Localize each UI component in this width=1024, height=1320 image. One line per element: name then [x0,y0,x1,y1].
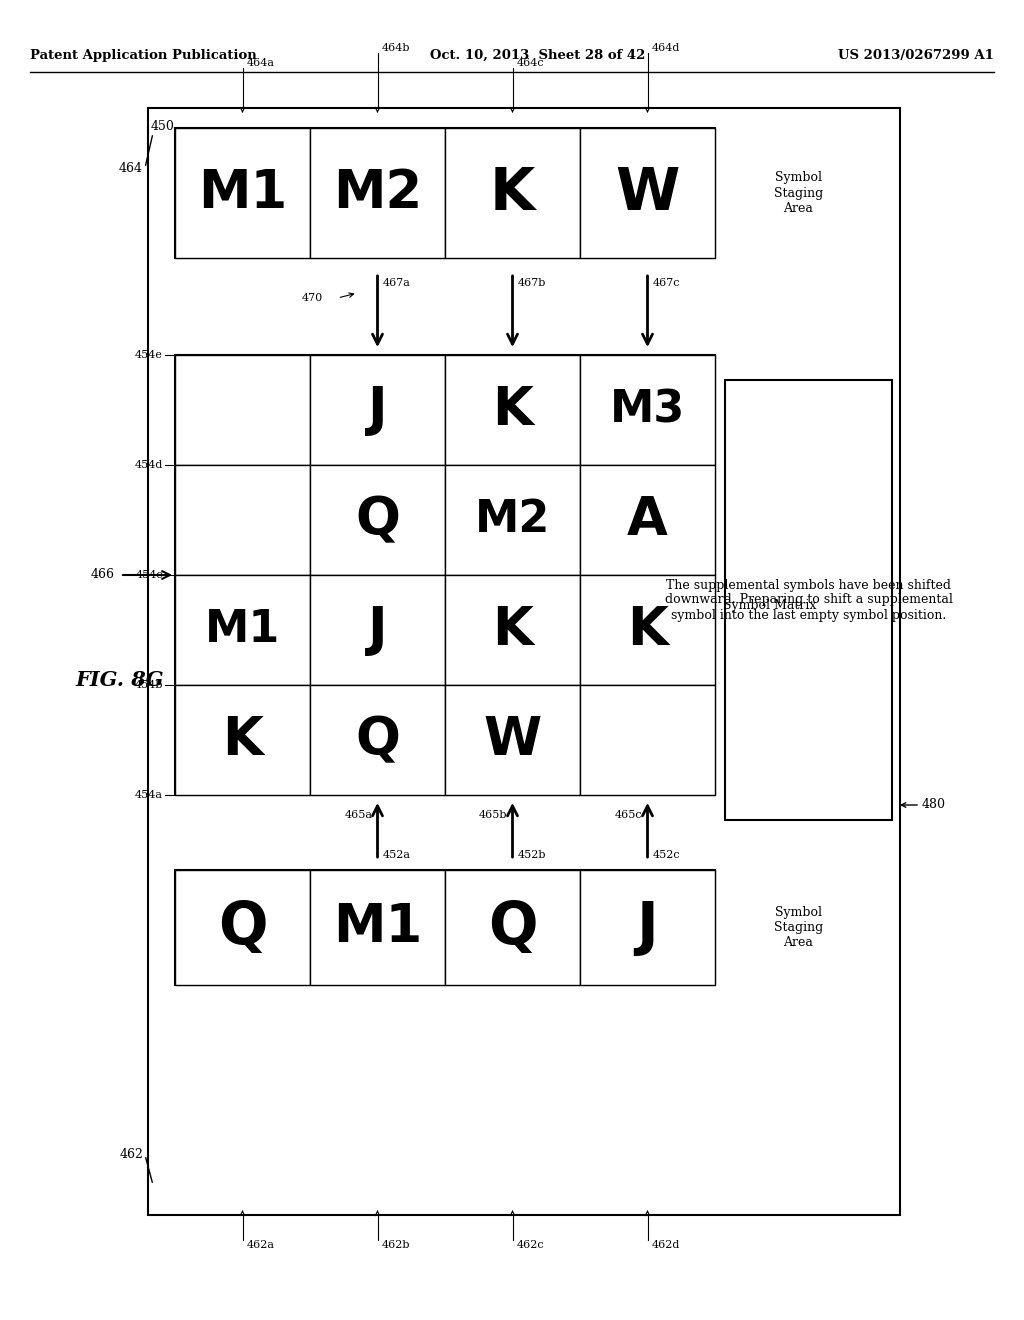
Text: 467c: 467c [652,279,680,288]
Bar [580,128,715,257]
Bar [445,576,580,685]
Bar [175,685,310,795]
Bar [175,576,310,685]
Text: The supplemental symbols have been shifted
downward. Preparing to shift a supple: The supplemental symbols have been shift… [665,578,952,622]
Text: Q: Q [355,494,400,546]
Text: Q: Q [355,714,400,766]
Text: K: K [627,605,668,656]
Bar [445,355,580,465]
Bar [580,685,715,795]
Text: Patent Application Publication: Patent Application Publication [30,49,257,62]
Bar [580,870,715,985]
Text: 464c: 464c [516,58,544,69]
Text: 462: 462 [119,1148,143,1162]
Bar [310,465,445,576]
Text: 467b: 467b [517,279,546,288]
Text: 464d: 464d [651,44,680,53]
Text: 465b: 465b [479,810,508,820]
Bar [310,128,445,257]
Text: 462d: 462d [651,1239,680,1250]
Text: 465a: 465a [344,810,373,820]
Bar [310,576,445,685]
Text: 464: 464 [119,161,143,174]
Text: M3: M3 [610,388,685,432]
Bar [580,355,715,465]
Bar [148,108,900,1214]
Text: 452c: 452c [652,850,680,861]
Text: 467a: 467a [383,279,411,288]
Bar [725,380,892,820]
Text: 480: 480 [922,799,946,812]
Text: 454c: 454c [135,570,163,579]
Text: K: K [222,714,263,766]
Text: W: W [615,165,680,222]
Text: 462c: 462c [516,1239,544,1250]
Text: 452a: 452a [383,850,411,861]
Text: 450: 450 [151,120,175,132]
Text: 454e: 454e [135,350,163,360]
Bar [175,355,715,795]
Text: 465c: 465c [614,810,642,820]
Text: J: J [368,384,387,436]
Text: 470: 470 [301,293,323,304]
Bar [175,870,715,985]
Text: Symbol
Staging
Area: Symbol Staging Area [774,172,823,214]
Bar [310,685,445,795]
Bar [175,128,310,257]
Text: A: A [627,494,668,546]
Bar [175,870,310,985]
Text: 466: 466 [91,569,115,582]
Text: M1: M1 [205,609,281,652]
Bar [175,465,310,576]
Text: 454a: 454a [135,789,163,800]
Text: US 2013/0267299 A1: US 2013/0267299 A1 [838,49,994,62]
Text: Q: Q [218,899,267,956]
Text: 462a: 462a [247,1239,274,1250]
Text: FIG. 8G: FIG. 8G [75,671,164,690]
Text: K: K [489,165,536,222]
Text: 462b: 462b [382,1239,410,1250]
Bar [175,128,715,257]
Text: M1: M1 [333,902,422,953]
Bar [175,355,310,465]
Bar [445,128,580,257]
Bar [445,465,580,576]
Text: Symbol
Staging
Area: Symbol Staging Area [774,906,823,949]
Text: J: J [368,605,387,656]
Bar [445,685,580,795]
Text: 454d: 454d [134,459,163,470]
Text: K: K [493,605,532,656]
Bar [310,870,445,985]
Text: Symbol Matrix: Symbol Matrix [723,598,816,611]
Bar [445,870,580,985]
Text: M2: M2 [333,168,422,219]
Text: 452b: 452b [517,850,546,861]
Bar [580,465,715,576]
Text: K: K [493,384,532,436]
Text: 464b: 464b [382,44,410,53]
Text: M1: M1 [198,168,287,219]
Text: W: W [483,714,542,766]
Bar [580,576,715,685]
Text: 464a: 464a [247,58,274,69]
Text: Oct. 10, 2013  Sheet 28 of 42: Oct. 10, 2013 Sheet 28 of 42 [430,49,645,62]
Text: 454b: 454b [134,680,163,690]
Text: Q: Q [487,899,538,956]
Text: M2: M2 [475,499,550,541]
Text: J: J [637,899,658,956]
Bar [310,355,445,465]
